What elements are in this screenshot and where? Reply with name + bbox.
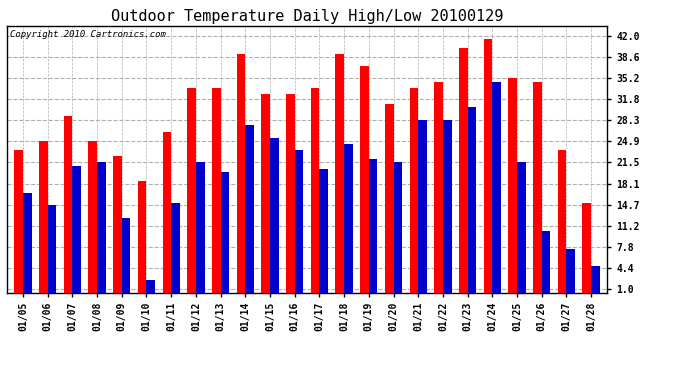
Bar bbox=[286, 94, 295, 296]
Bar bbox=[493, 82, 501, 296]
Bar bbox=[582, 203, 591, 296]
Bar bbox=[163, 132, 171, 296]
Bar bbox=[393, 162, 402, 296]
Bar bbox=[484, 39, 493, 296]
Bar bbox=[237, 54, 245, 296]
Bar bbox=[591, 267, 600, 296]
Bar bbox=[558, 150, 566, 296]
Bar bbox=[146, 280, 155, 296]
Bar bbox=[97, 162, 106, 296]
Bar bbox=[295, 150, 304, 296]
Bar bbox=[196, 162, 204, 296]
Bar bbox=[88, 141, 97, 296]
Bar bbox=[410, 88, 418, 296]
Bar bbox=[245, 125, 254, 296]
Bar bbox=[23, 194, 32, 296]
Bar bbox=[459, 48, 468, 296]
Bar bbox=[310, 88, 319, 296]
Bar bbox=[319, 169, 328, 296]
Bar bbox=[542, 231, 551, 296]
Bar bbox=[468, 107, 476, 296]
Bar bbox=[517, 162, 526, 296]
Bar bbox=[434, 82, 443, 296]
Bar bbox=[418, 120, 427, 296]
Bar bbox=[385, 104, 393, 296]
Bar bbox=[344, 144, 353, 296]
Bar bbox=[335, 54, 344, 296]
Title: Outdoor Temperature Daily High/Low 20100129: Outdoor Temperature Daily High/Low 20100… bbox=[111, 9, 503, 24]
Bar bbox=[270, 138, 279, 296]
Bar bbox=[121, 218, 130, 296]
Bar bbox=[48, 205, 57, 296]
Bar bbox=[443, 120, 451, 296]
Bar bbox=[72, 166, 81, 296]
Bar bbox=[262, 94, 270, 296]
Bar bbox=[509, 78, 517, 296]
Text: Copyright 2010 Cartronics.com: Copyright 2010 Cartronics.com bbox=[10, 30, 166, 39]
Bar bbox=[369, 159, 377, 296]
Bar bbox=[187, 88, 196, 296]
Bar bbox=[113, 156, 121, 296]
Bar bbox=[221, 172, 229, 296]
Bar bbox=[63, 116, 72, 296]
Bar bbox=[14, 150, 23, 296]
Bar bbox=[171, 203, 180, 296]
Bar bbox=[138, 181, 146, 296]
Bar bbox=[39, 141, 48, 296]
Bar bbox=[566, 249, 575, 296]
Bar bbox=[533, 82, 542, 296]
Bar bbox=[360, 66, 369, 296]
Bar bbox=[212, 88, 221, 296]
